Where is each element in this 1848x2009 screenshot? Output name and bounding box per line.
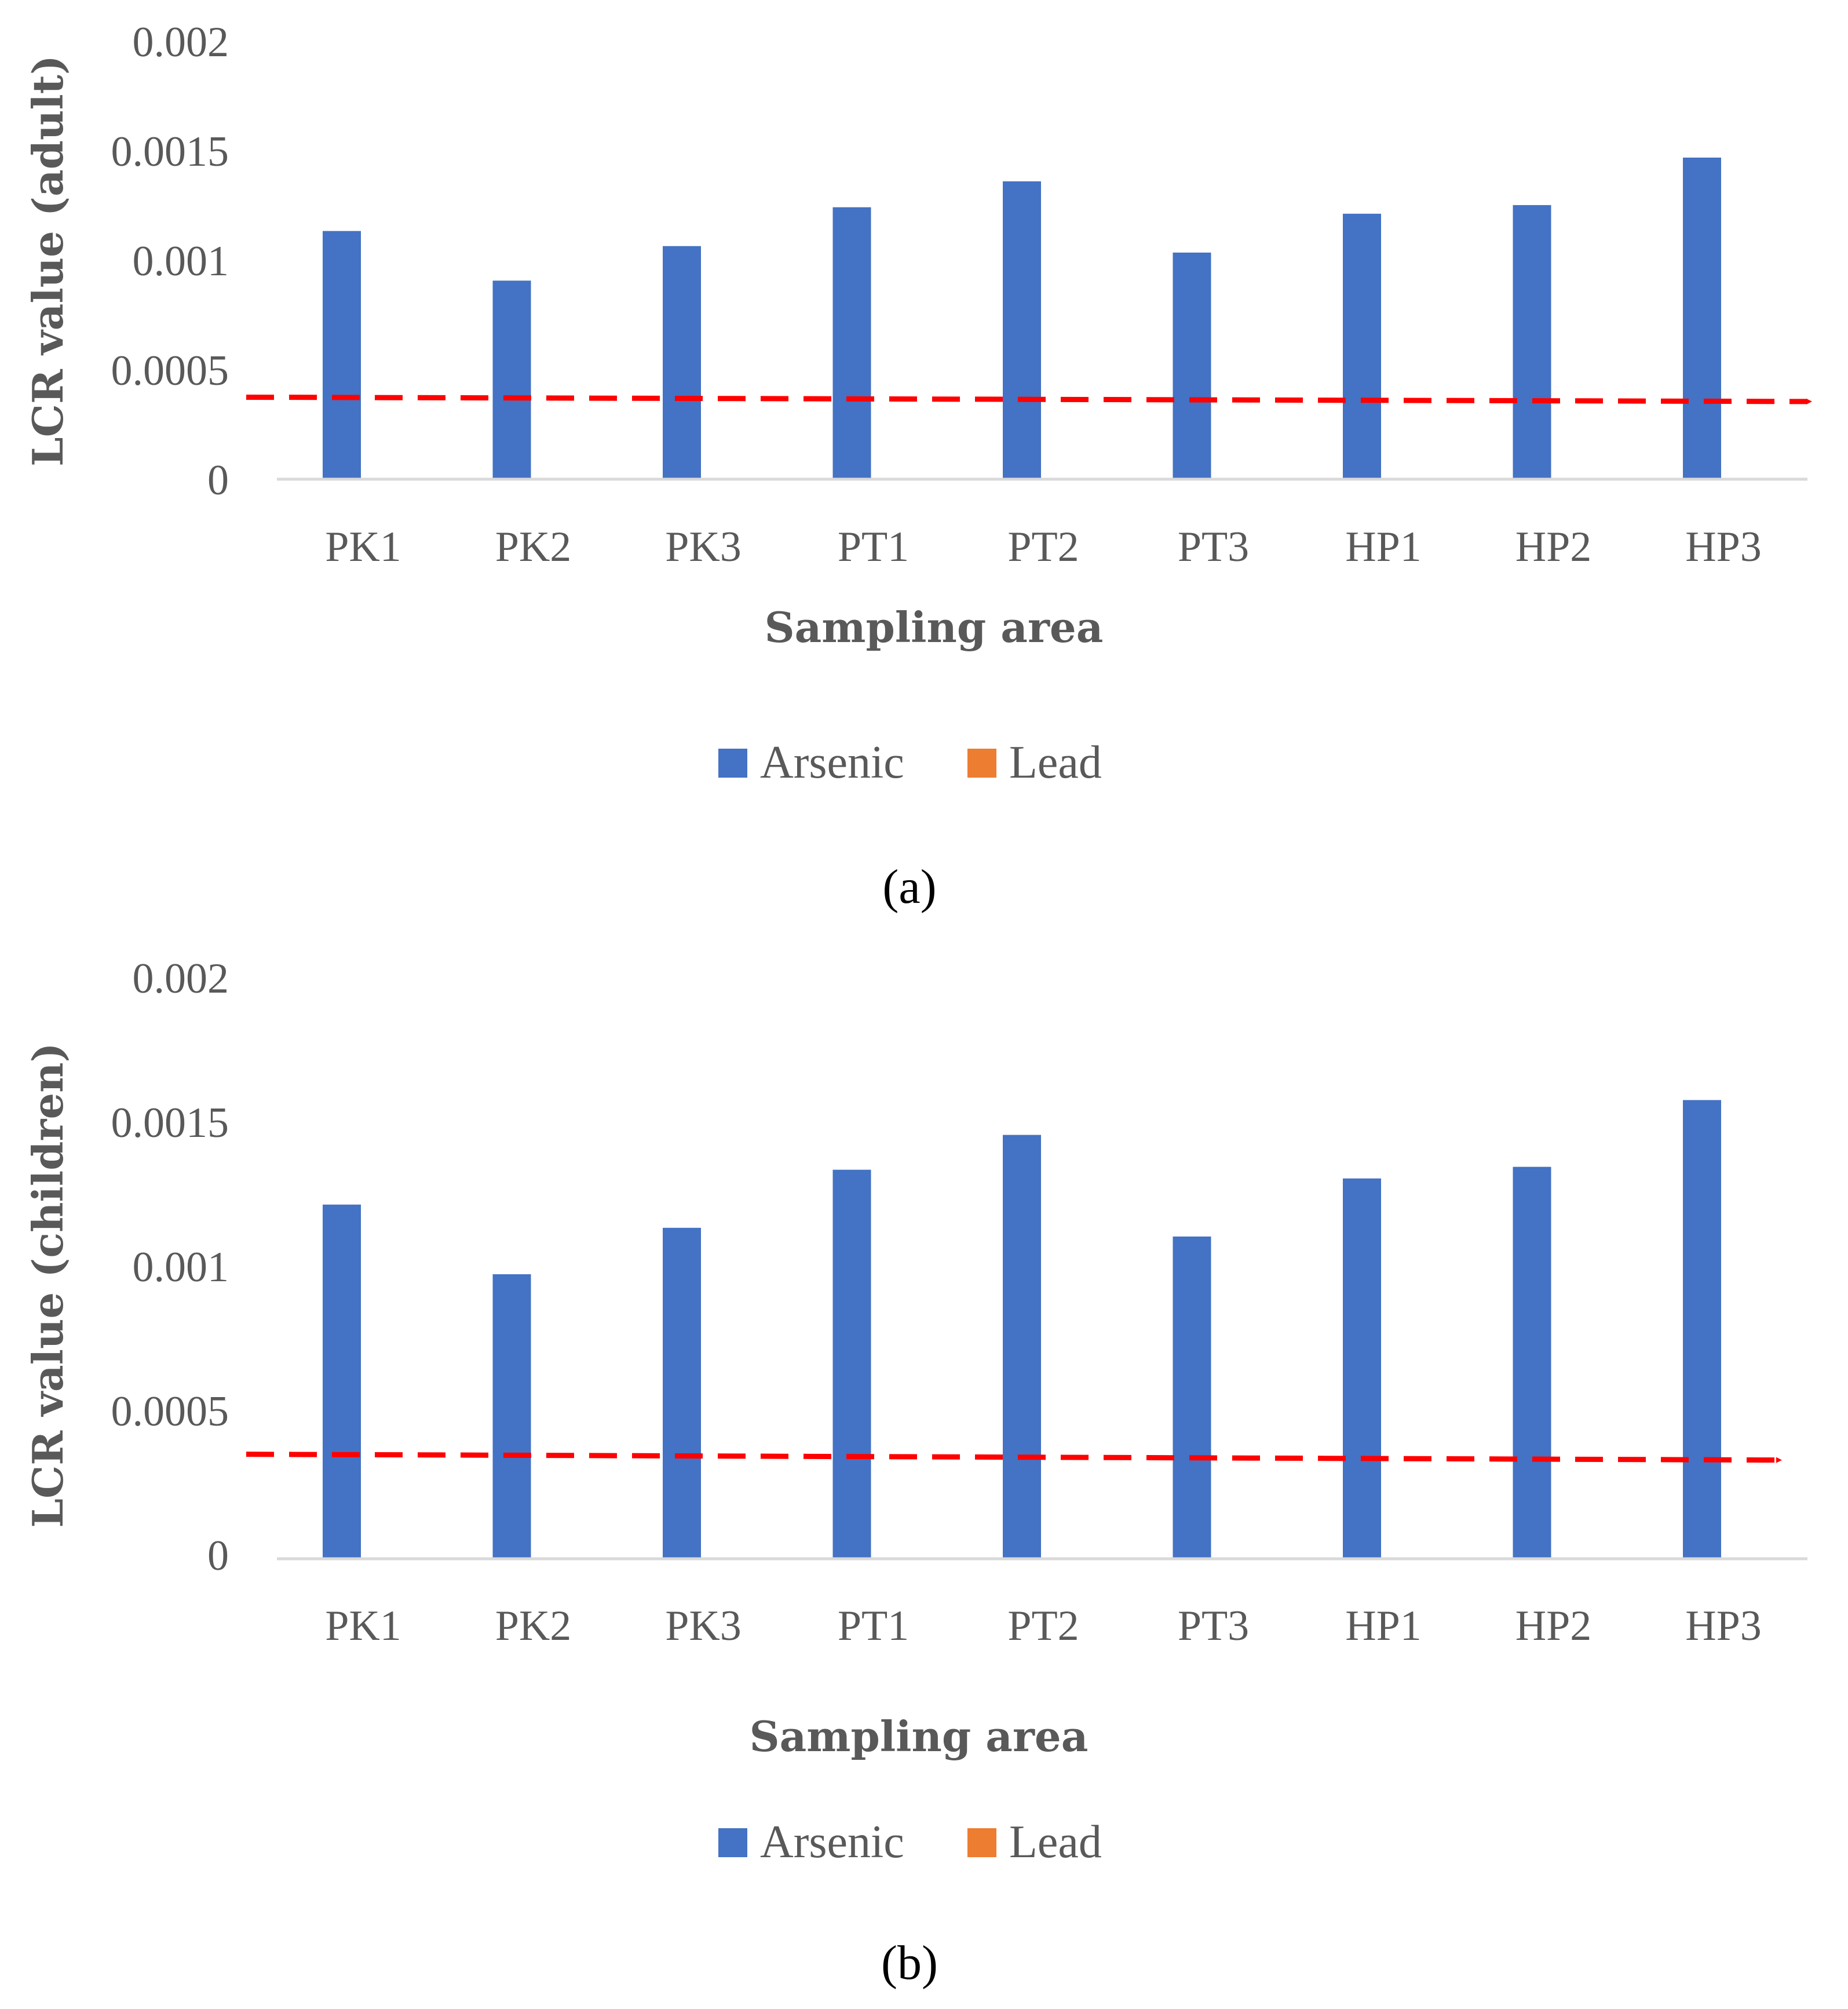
y-axis-ticks: 0.002 0.0015 0.001 0.0005 0 [111,955,229,1580]
x-tick-label: PT1 [838,1602,909,1650]
bar-arsenic-hp3 [1683,1100,1721,1559]
y-axis-title: LCR value (children) [23,1042,72,1527]
x-tick-label: PT3 [1178,523,1249,571]
panel-label-b: (b) [881,1936,938,1990]
bar-arsenic-pt1 [832,207,871,479]
legend: Arsenic Lead [718,737,1102,788]
x-axis-title: Sampling area [765,603,1104,652]
x-tick-label: PK1 [325,523,401,571]
x-tick-label: PK1 [325,1602,401,1650]
y-tick-label: 0.002 [133,19,229,66]
x-tick-label: PK2 [495,523,572,571]
legend-swatch-lead [967,1828,996,1857]
bar-arsenic-pk1 [323,1204,361,1559]
x-axis-ticks: PK1 PK2 PK3 PT1 PT2 PT3 HP1 HP2 HP3 [325,523,1762,571]
x-axis-ticks: PK1 PK2 PK3 PT1 PT2 PT3 HP1 HP2 HP3 [325,1602,1762,1650]
bar-arsenic-pk3 [663,1227,701,1559]
bar-arsenic-hp2 [1513,1166,1551,1559]
legend: Arsenic Lead [718,1817,1102,1868]
bars-group [323,1100,1721,1559]
bar-arsenic-pt3 [1173,252,1211,479]
legend-swatch-arsenic [718,749,747,778]
x-tick-label: HP2 [1515,1602,1592,1650]
x-tick-label: PT1 [838,523,909,571]
legend-swatch-lead [967,749,996,778]
y-tick-label: 0 [207,457,229,504]
x-tick-label: PK3 [665,523,742,571]
y-tick-label: 0.001 [133,1244,229,1291]
y-tick-label: 0.0005 [111,1388,229,1435]
legend-label-arsenic: Arsenic [760,737,904,788]
x-tick-label: HP3 [1685,523,1762,571]
y-tick-label: 0.0015 [111,128,229,176]
bar-arsenic-hp3 [1683,157,1721,480]
bar-arsenic-hp2 [1513,205,1551,479]
y-tick-label: 0.001 [133,238,229,285]
x-tick-label: PT2 [1007,1602,1079,1650]
x-tick-label: PT3 [1178,1602,1249,1650]
bar-arsenic-pt2 [1003,181,1041,479]
bar-arsenic-pt3 [1173,1236,1211,1559]
x-tick-label: HP2 [1515,523,1592,571]
y-axis-title: LCR value (adult) [23,55,72,466]
chart-panel-a: 0.002 0.0015 0.001 0.0005 0 LCR value (a… [23,19,1812,914]
y-tick-label: 0.0015 [111,1099,229,1147]
y-axis-ticks: 0.002 0.0015 0.001 0.0005 0 [111,19,229,504]
bar-arsenic-pk2 [492,1274,531,1559]
chart-panel-b: 0.002 0.0015 0.001 0.0005 0 LCR value (c… [23,955,1807,1990]
legend-swatch-arsenic [718,1828,747,1857]
y-tick-label: 0.002 [133,955,229,1002]
x-axis-title: Sampling area [750,1712,1089,1761]
bar-arsenic-pt2 [1003,1135,1041,1559]
bar-arsenic-pk2 [492,280,531,479]
x-tick-label: HP3 [1685,1602,1762,1650]
reference-threshold-line [246,394,1812,404]
bar-arsenic-pk3 [663,246,701,479]
legend-label-lead: Lead [1009,1817,1102,1868]
panel-label-a: (a) [882,860,936,914]
x-tick-label: PT2 [1007,523,1079,571]
legend-label-arsenic: Arsenic [760,1817,904,1868]
x-tick-label: HP1 [1345,523,1422,571]
bar-arsenic-hp1 [1343,213,1381,479]
y-tick-label: 0.0005 [111,347,229,395]
bar-arsenic-hp1 [1343,1178,1381,1559]
x-tick-label: HP1 [1345,1602,1422,1650]
bar-arsenic-pt1 [832,1169,871,1559]
x-tick-label: PK3 [665,1602,742,1650]
legend-label-lead: Lead [1009,737,1102,788]
y-tick-label: 0 [207,1532,229,1580]
bar-arsenic-pk1 [323,231,361,479]
bars-group [323,157,1721,480]
x-tick-label: PK2 [495,1602,572,1650]
